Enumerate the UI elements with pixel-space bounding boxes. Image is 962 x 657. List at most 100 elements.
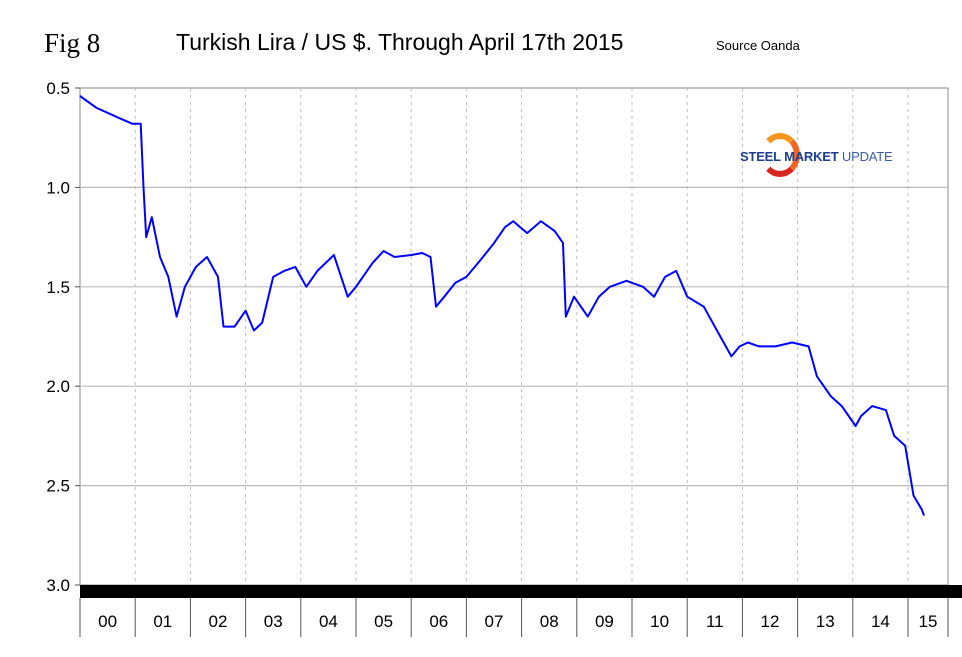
data-point bbox=[923, 514, 925, 516]
data-point bbox=[587, 316, 589, 318]
data-point bbox=[913, 495, 915, 497]
data-point bbox=[565, 316, 567, 318]
data-point bbox=[609, 286, 611, 288]
data-point bbox=[151, 216, 153, 218]
data-point bbox=[189, 276, 191, 278]
data-point bbox=[625, 280, 627, 282]
data-point bbox=[245, 310, 247, 312]
plot-area bbox=[79, 87, 949, 586]
data-point bbox=[145, 236, 147, 238]
data-point bbox=[217, 276, 219, 278]
source-label: Source Oanda bbox=[716, 38, 800, 53]
data-point bbox=[885, 409, 887, 411]
data-point bbox=[675, 270, 677, 272]
x-tick-label: 00 bbox=[98, 612, 117, 631]
data-point bbox=[921, 508, 923, 510]
data-point bbox=[703, 306, 705, 308]
data-point bbox=[758, 345, 760, 347]
data-point bbox=[79, 95, 81, 97]
steel-market-update-logo: STEEL MARKET UPDATE bbox=[740, 133, 920, 183]
data-point bbox=[253, 330, 255, 332]
data-point bbox=[430, 256, 432, 258]
data-point bbox=[206, 256, 208, 258]
data-point bbox=[512, 220, 514, 222]
data-point bbox=[841, 405, 843, 407]
y-tick-label: 2.5 bbox=[46, 477, 70, 496]
x-tick-label: 07 bbox=[485, 612, 504, 631]
x-tick-label: 08 bbox=[540, 612, 559, 631]
data-point bbox=[443, 296, 445, 298]
data-point bbox=[904, 445, 906, 447]
data-point bbox=[316, 270, 318, 272]
data-point bbox=[830, 395, 832, 397]
data-point bbox=[184, 286, 186, 288]
data-point bbox=[195, 266, 197, 268]
data-point bbox=[686, 296, 688, 298]
data-point bbox=[140, 123, 142, 125]
data-point bbox=[653, 296, 655, 298]
figure-label: Fig 8 bbox=[44, 28, 101, 58]
y-tick-label: 1.5 bbox=[46, 278, 70, 297]
x-tick-label: 10 bbox=[650, 612, 669, 631]
data-point bbox=[871, 405, 873, 407]
data-point bbox=[893, 435, 895, 437]
logo-text-bold: STEEL MARKET bbox=[740, 149, 839, 164]
data-point bbox=[730, 355, 732, 357]
data-point bbox=[394, 256, 396, 258]
data-point bbox=[554, 230, 556, 232]
data-point bbox=[300, 276, 302, 278]
data-point bbox=[234, 326, 236, 328]
data-point bbox=[272, 276, 274, 278]
data-point bbox=[333, 254, 335, 256]
data-point bbox=[642, 286, 644, 288]
x-tick-label: 12 bbox=[761, 612, 780, 631]
x-tick-label: 04 bbox=[319, 612, 338, 631]
data-point bbox=[372, 262, 374, 264]
x-axis-bar bbox=[80, 585, 962, 598]
data-point bbox=[573, 296, 575, 298]
data-point bbox=[664, 276, 666, 278]
lira-usd-line bbox=[79, 95, 925, 516]
x-tick-label: 01 bbox=[153, 612, 172, 631]
data-point bbox=[504, 226, 506, 228]
data-point bbox=[159, 256, 161, 258]
x-tick-label: 03 bbox=[264, 612, 283, 631]
data-point bbox=[261, 322, 263, 324]
x-tick-label: 14 bbox=[871, 612, 890, 631]
y-tick-label: 3.0 bbox=[46, 576, 70, 595]
chart-title: Turkish Lira / US $. Through April 17th … bbox=[176, 29, 624, 55]
data-point bbox=[142, 186, 144, 188]
data-point bbox=[791, 341, 793, 343]
data-point bbox=[855, 425, 857, 427]
data-point bbox=[305, 286, 307, 288]
data-point bbox=[562, 242, 564, 244]
data-point bbox=[283, 270, 285, 272]
data-point bbox=[421, 252, 423, 254]
logo-arc-icon bbox=[760, 133, 800, 177]
data-point bbox=[775, 345, 777, 347]
x-tick-label: 15 bbox=[919, 612, 938, 631]
x-tick-label: 13 bbox=[816, 612, 835, 631]
y-tick-label: 2.0 bbox=[46, 377, 70, 396]
data-point bbox=[410, 254, 412, 256]
data-point bbox=[808, 345, 810, 347]
x-tick-label: 05 bbox=[374, 612, 393, 631]
data-point bbox=[435, 306, 437, 308]
data-point bbox=[454, 282, 456, 284]
data-point bbox=[493, 242, 495, 244]
x-tick-label: 02 bbox=[209, 612, 228, 631]
data-point bbox=[347, 296, 349, 298]
data-point bbox=[482, 256, 484, 258]
data-point bbox=[167, 276, 169, 278]
data-point bbox=[131, 123, 133, 125]
data-point bbox=[739, 345, 741, 347]
data-point bbox=[598, 296, 600, 298]
data-point bbox=[118, 117, 120, 119]
data-point bbox=[223, 326, 225, 328]
data-point bbox=[465, 276, 467, 278]
data-point bbox=[355, 286, 357, 288]
x-tick-label: 09 bbox=[595, 612, 614, 631]
data-point bbox=[719, 336, 721, 337]
data-point bbox=[747, 341, 749, 343]
